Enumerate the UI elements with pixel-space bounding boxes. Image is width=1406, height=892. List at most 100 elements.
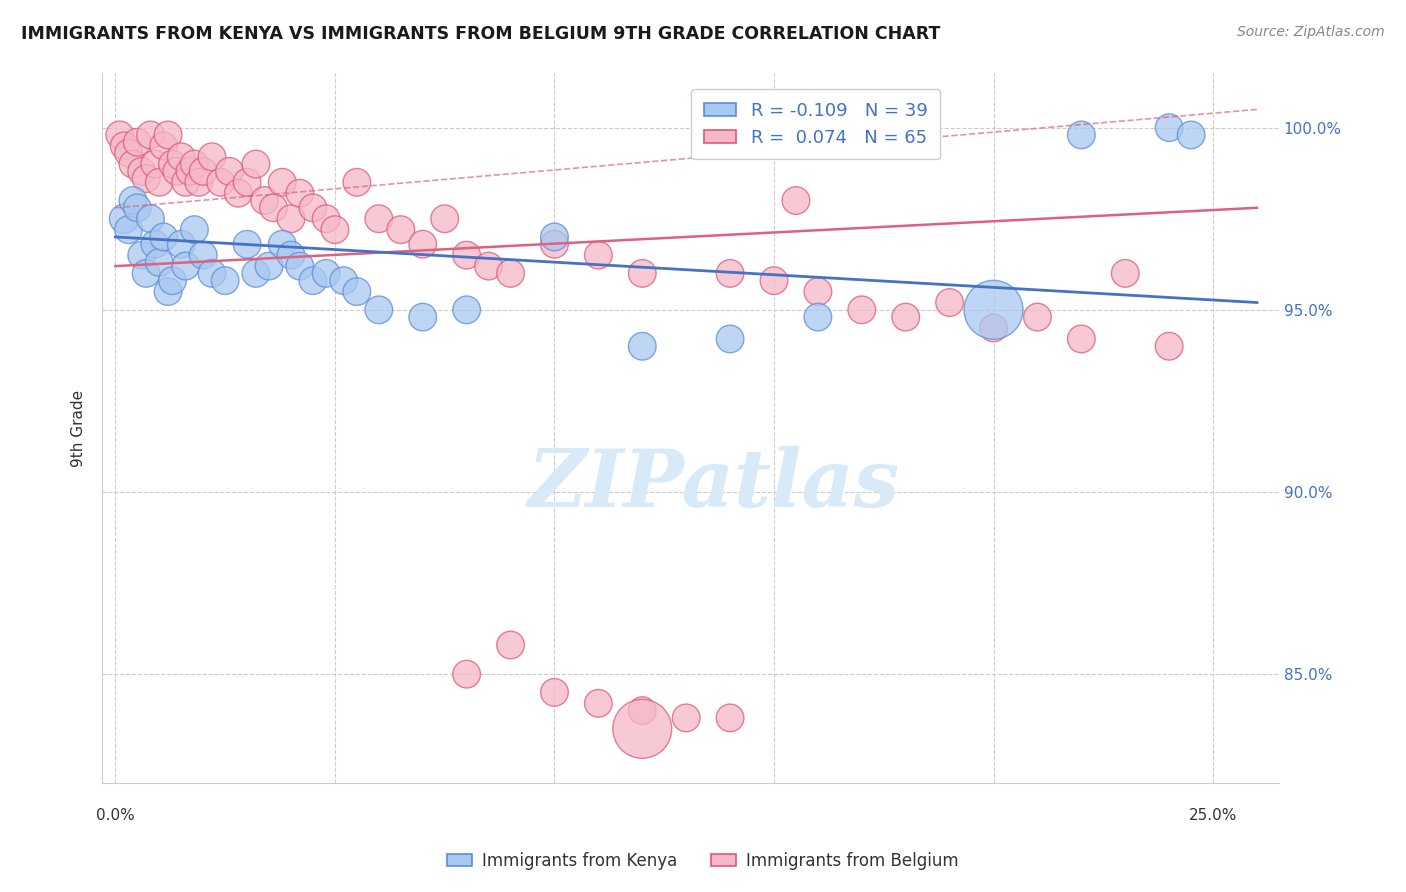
Point [201, 150, 224, 164]
Point [143, 237, 166, 252]
Point [456, 667, 478, 681]
Point [112, 211, 135, 226]
Point [631, 266, 654, 280]
Point [1159, 339, 1181, 353]
Point [718, 266, 741, 280]
Point [143, 157, 166, 171]
Legend: R = -0.109   N = 39, R =  0.074   N = 65: R = -0.109 N = 39, R = 0.074 N = 65 [692, 89, 941, 160]
Point [170, 150, 193, 164]
Point [152, 230, 174, 244]
Point [280, 211, 302, 226]
Point [456, 302, 478, 317]
Point [108, 128, 131, 142]
Point [1114, 266, 1136, 280]
Point [218, 164, 240, 178]
Point [412, 310, 434, 324]
Point [389, 222, 412, 236]
Point [148, 175, 170, 189]
Point [1026, 310, 1049, 324]
Point [588, 696, 610, 710]
Point [179, 164, 201, 178]
Point [588, 248, 610, 262]
Point [166, 164, 188, 178]
Point [718, 332, 741, 346]
Point [253, 194, 276, 208]
Point [367, 302, 389, 317]
Point [201, 266, 224, 280]
Point [236, 237, 259, 252]
Point [718, 711, 741, 725]
Point [122, 157, 145, 171]
Point [162, 274, 184, 288]
Point [543, 230, 565, 244]
Point [983, 302, 1005, 317]
Point [983, 321, 1005, 335]
Point [157, 285, 180, 299]
Point [938, 295, 960, 310]
Point [346, 175, 368, 189]
Point [302, 201, 325, 215]
Point [148, 255, 170, 269]
Point [433, 211, 456, 226]
Point [288, 186, 311, 201]
Point [157, 128, 180, 142]
Text: 0.0%: 0.0% [96, 808, 135, 823]
Point [315, 266, 337, 280]
Point [807, 310, 830, 324]
Point [543, 685, 565, 699]
Point [174, 259, 197, 273]
Point [288, 259, 311, 273]
Point [236, 175, 259, 189]
Point [762, 274, 785, 288]
Point [1070, 332, 1092, 346]
Point [631, 722, 654, 736]
Point [170, 237, 193, 252]
Point [193, 248, 215, 262]
Point [456, 248, 478, 262]
Text: Source: ZipAtlas.com: Source: ZipAtlas.com [1237, 25, 1385, 39]
Point [346, 285, 368, 299]
Point [262, 201, 284, 215]
Point [117, 222, 139, 236]
Point [478, 259, 501, 273]
Point [183, 157, 205, 171]
Point [214, 274, 236, 288]
Point [675, 711, 697, 725]
Point [271, 175, 294, 189]
Point [135, 171, 157, 186]
Point [117, 146, 139, 161]
Point [851, 302, 873, 317]
Point [1070, 128, 1092, 142]
Point [367, 211, 389, 226]
Point [209, 175, 232, 189]
Point [174, 175, 197, 189]
Point [631, 704, 654, 718]
Point [785, 194, 807, 208]
Point [139, 211, 162, 226]
Point [323, 222, 346, 236]
Point [139, 128, 162, 142]
Point [894, 310, 917, 324]
Point [332, 274, 354, 288]
Text: 25.0%: 25.0% [1189, 808, 1237, 823]
Point [807, 285, 830, 299]
Point [162, 157, 184, 171]
Point [315, 211, 337, 226]
Point [1159, 120, 1181, 135]
Point [112, 139, 135, 153]
Point [127, 201, 149, 215]
Point [271, 237, 294, 252]
Point [183, 222, 205, 236]
Point [499, 638, 522, 652]
Point [631, 339, 654, 353]
Point [131, 248, 153, 262]
Point [131, 164, 153, 178]
Point [257, 259, 280, 273]
Point [280, 248, 302, 262]
Text: IMMIGRANTS FROM KENYA VS IMMIGRANTS FROM BELGIUM 9TH GRADE CORRELATION CHART: IMMIGRANTS FROM KENYA VS IMMIGRANTS FROM… [21, 25, 941, 43]
Point [193, 164, 215, 178]
Point [543, 237, 565, 252]
Point [412, 237, 434, 252]
Point [245, 157, 267, 171]
Point [127, 135, 149, 149]
